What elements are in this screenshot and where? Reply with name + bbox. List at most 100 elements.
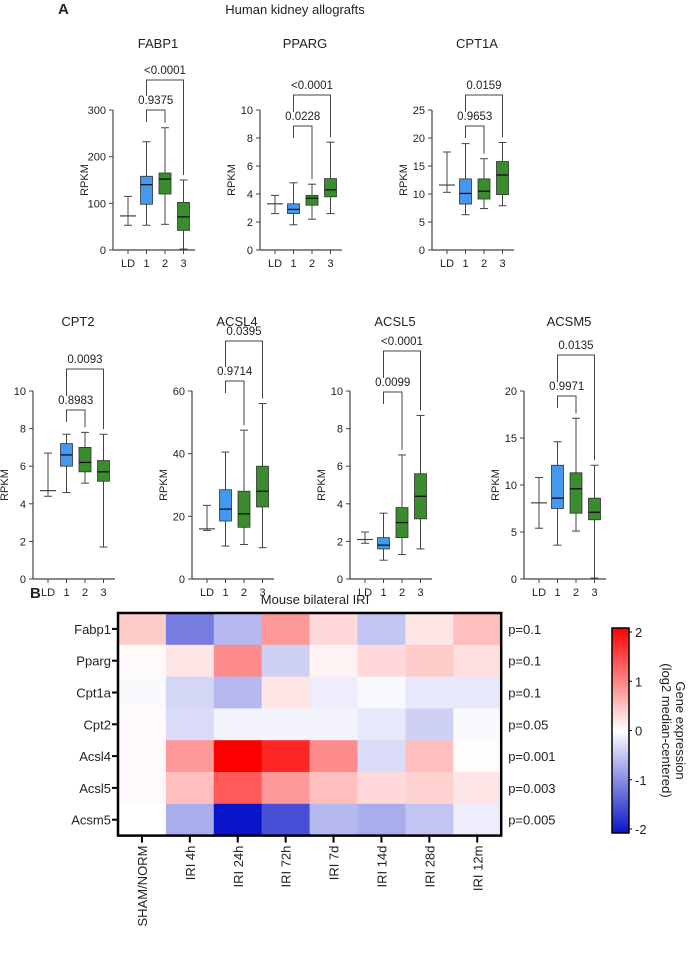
significance-bracket [146, 109, 166, 123]
heatmap-cell [261, 803, 311, 837]
p-value-label: 0.8983 [58, 395, 93, 407]
heatmap-cell [405, 644, 454, 678]
box-group-2 [158, 127, 172, 225]
row-label: Acsm5 [71, 813, 111, 828]
box-group-3 [97, 433, 110, 548]
panel-a-title: Human kidney allografts [225, 2, 365, 17]
p-value-label: <0.0001 [381, 336, 423, 348]
colorbar-tick-label: -2 [635, 822, 647, 837]
box [477, 178, 491, 200]
heatmap-cell [453, 772, 502, 805]
y-tick-label: 300 [88, 105, 106, 117]
column-label: IRI 24h [231, 846, 246, 888]
heatmap-cell [453, 708, 502, 741]
row-label: Cpt1a [76, 686, 111, 701]
box [237, 490, 251, 528]
plot-title: CPT1A [456, 36, 498, 51]
heatmap-cell [309, 676, 358, 709]
row-p-value: p=0.1 [508, 654, 541, 669]
y-tick-label: 15 [413, 161, 425, 173]
box [551, 464, 564, 509]
x-tick-label: LD [440, 258, 454, 270]
boxplot-acsl4: ACSL4 0 20 40 60 RPKM LD 1 2 3 0.9714 0.0395 [158, 314, 274, 599]
box-group-1 [377, 512, 390, 561]
x-tick-label: LD [358, 587, 372, 599]
y-tick-label: 10 [413, 189, 425, 201]
x-tick-label: 2 [241, 587, 247, 599]
heatmap-cell [309, 708, 358, 741]
box [569, 472, 583, 514]
box-group-3 [414, 414, 427, 550]
colorbar-label-line2: (log2 median-centered) [659, 663, 674, 797]
heatmap-cell [453, 740, 502, 773]
heatmap-cell [357, 803, 406, 837]
y-tick-label: 100 [88, 198, 106, 210]
heatmap-cell [213, 613, 263, 646]
box [459, 178, 472, 205]
heatmap-cell [261, 613, 311, 646]
y-tick-label: 0 [179, 574, 185, 586]
x-tick-label: 1 [554, 587, 560, 599]
column-label: SHAM/NORM [135, 846, 150, 927]
significance-bracket [66, 368, 104, 430]
x-tick-label: 2 [573, 587, 579, 599]
p-value-label: 0.0395 [226, 326, 261, 338]
panel-b-title: Mouse bilateral IRI [261, 592, 369, 607]
row-label: Pparg [76, 654, 111, 669]
y-tick-label: 6 [20, 461, 26, 473]
heatmap-cell [309, 740, 358, 773]
box-group-2 [78, 431, 92, 484]
heatmap-cell [453, 803, 502, 837]
heatmap-cell [118, 708, 167, 741]
plot-title: PPARG [283, 36, 328, 51]
significance-bracket [465, 94, 503, 138]
box-group-3 [496, 141, 509, 207]
box [324, 178, 337, 198]
heatmap-cell [405, 772, 454, 805]
box-group-1 [287, 182, 300, 226]
heatmap-cell [118, 676, 167, 709]
heatmap-cell [453, 613, 502, 646]
panel-a-letter: A [58, 1, 69, 18]
heatmap-cell [165, 676, 215, 709]
y-tick-label: 20 [173, 511, 185, 523]
y-tick-label: 20 [413, 133, 425, 145]
box-group-2 [569, 417, 583, 532]
box-group-3 [177, 179, 190, 250]
heatmap-cell [118, 803, 167, 837]
x-tick-label: 2 [162, 258, 168, 270]
y-tick-label: 40 [173, 449, 185, 461]
heatmap-cell [213, 708, 263, 741]
y-axis-label: RPKM [316, 469, 328, 501]
heatmap-cell [165, 803, 215, 837]
y-tick-label: 10 [331, 386, 343, 398]
significance-bracket [465, 125, 485, 154]
significance-bracket [383, 391, 403, 450]
significance-bracket [293, 125, 313, 180]
box [377, 537, 390, 550]
heatmap-cell [261, 740, 311, 773]
row-label: Acsl5 [79, 781, 111, 796]
heatmap-cell [405, 613, 454, 646]
colorbar-tick-label: 1 [635, 674, 642, 689]
heatmap-cell [213, 644, 263, 678]
y-tick-label: 25 [413, 105, 425, 117]
y-tick-label: 10 [14, 386, 26, 398]
box-group-LD [120, 195, 136, 226]
box [158, 172, 172, 195]
box-group-1 [140, 141, 153, 226]
heatmap-cell [165, 740, 215, 773]
box-group-3 [256, 403, 269, 549]
column-label: IRI 7d [327, 846, 342, 881]
heatmap-cell [118, 644, 167, 678]
x-tick-label: 3 [259, 587, 265, 599]
y-tick-label: 200 [88, 152, 106, 164]
heatmap-cell [213, 772, 263, 805]
significance-bracket [66, 409, 86, 428]
heatmap-cell [118, 772, 167, 805]
x-tick-label: 2 [399, 587, 405, 599]
y-tick-label: 8 [247, 133, 253, 145]
